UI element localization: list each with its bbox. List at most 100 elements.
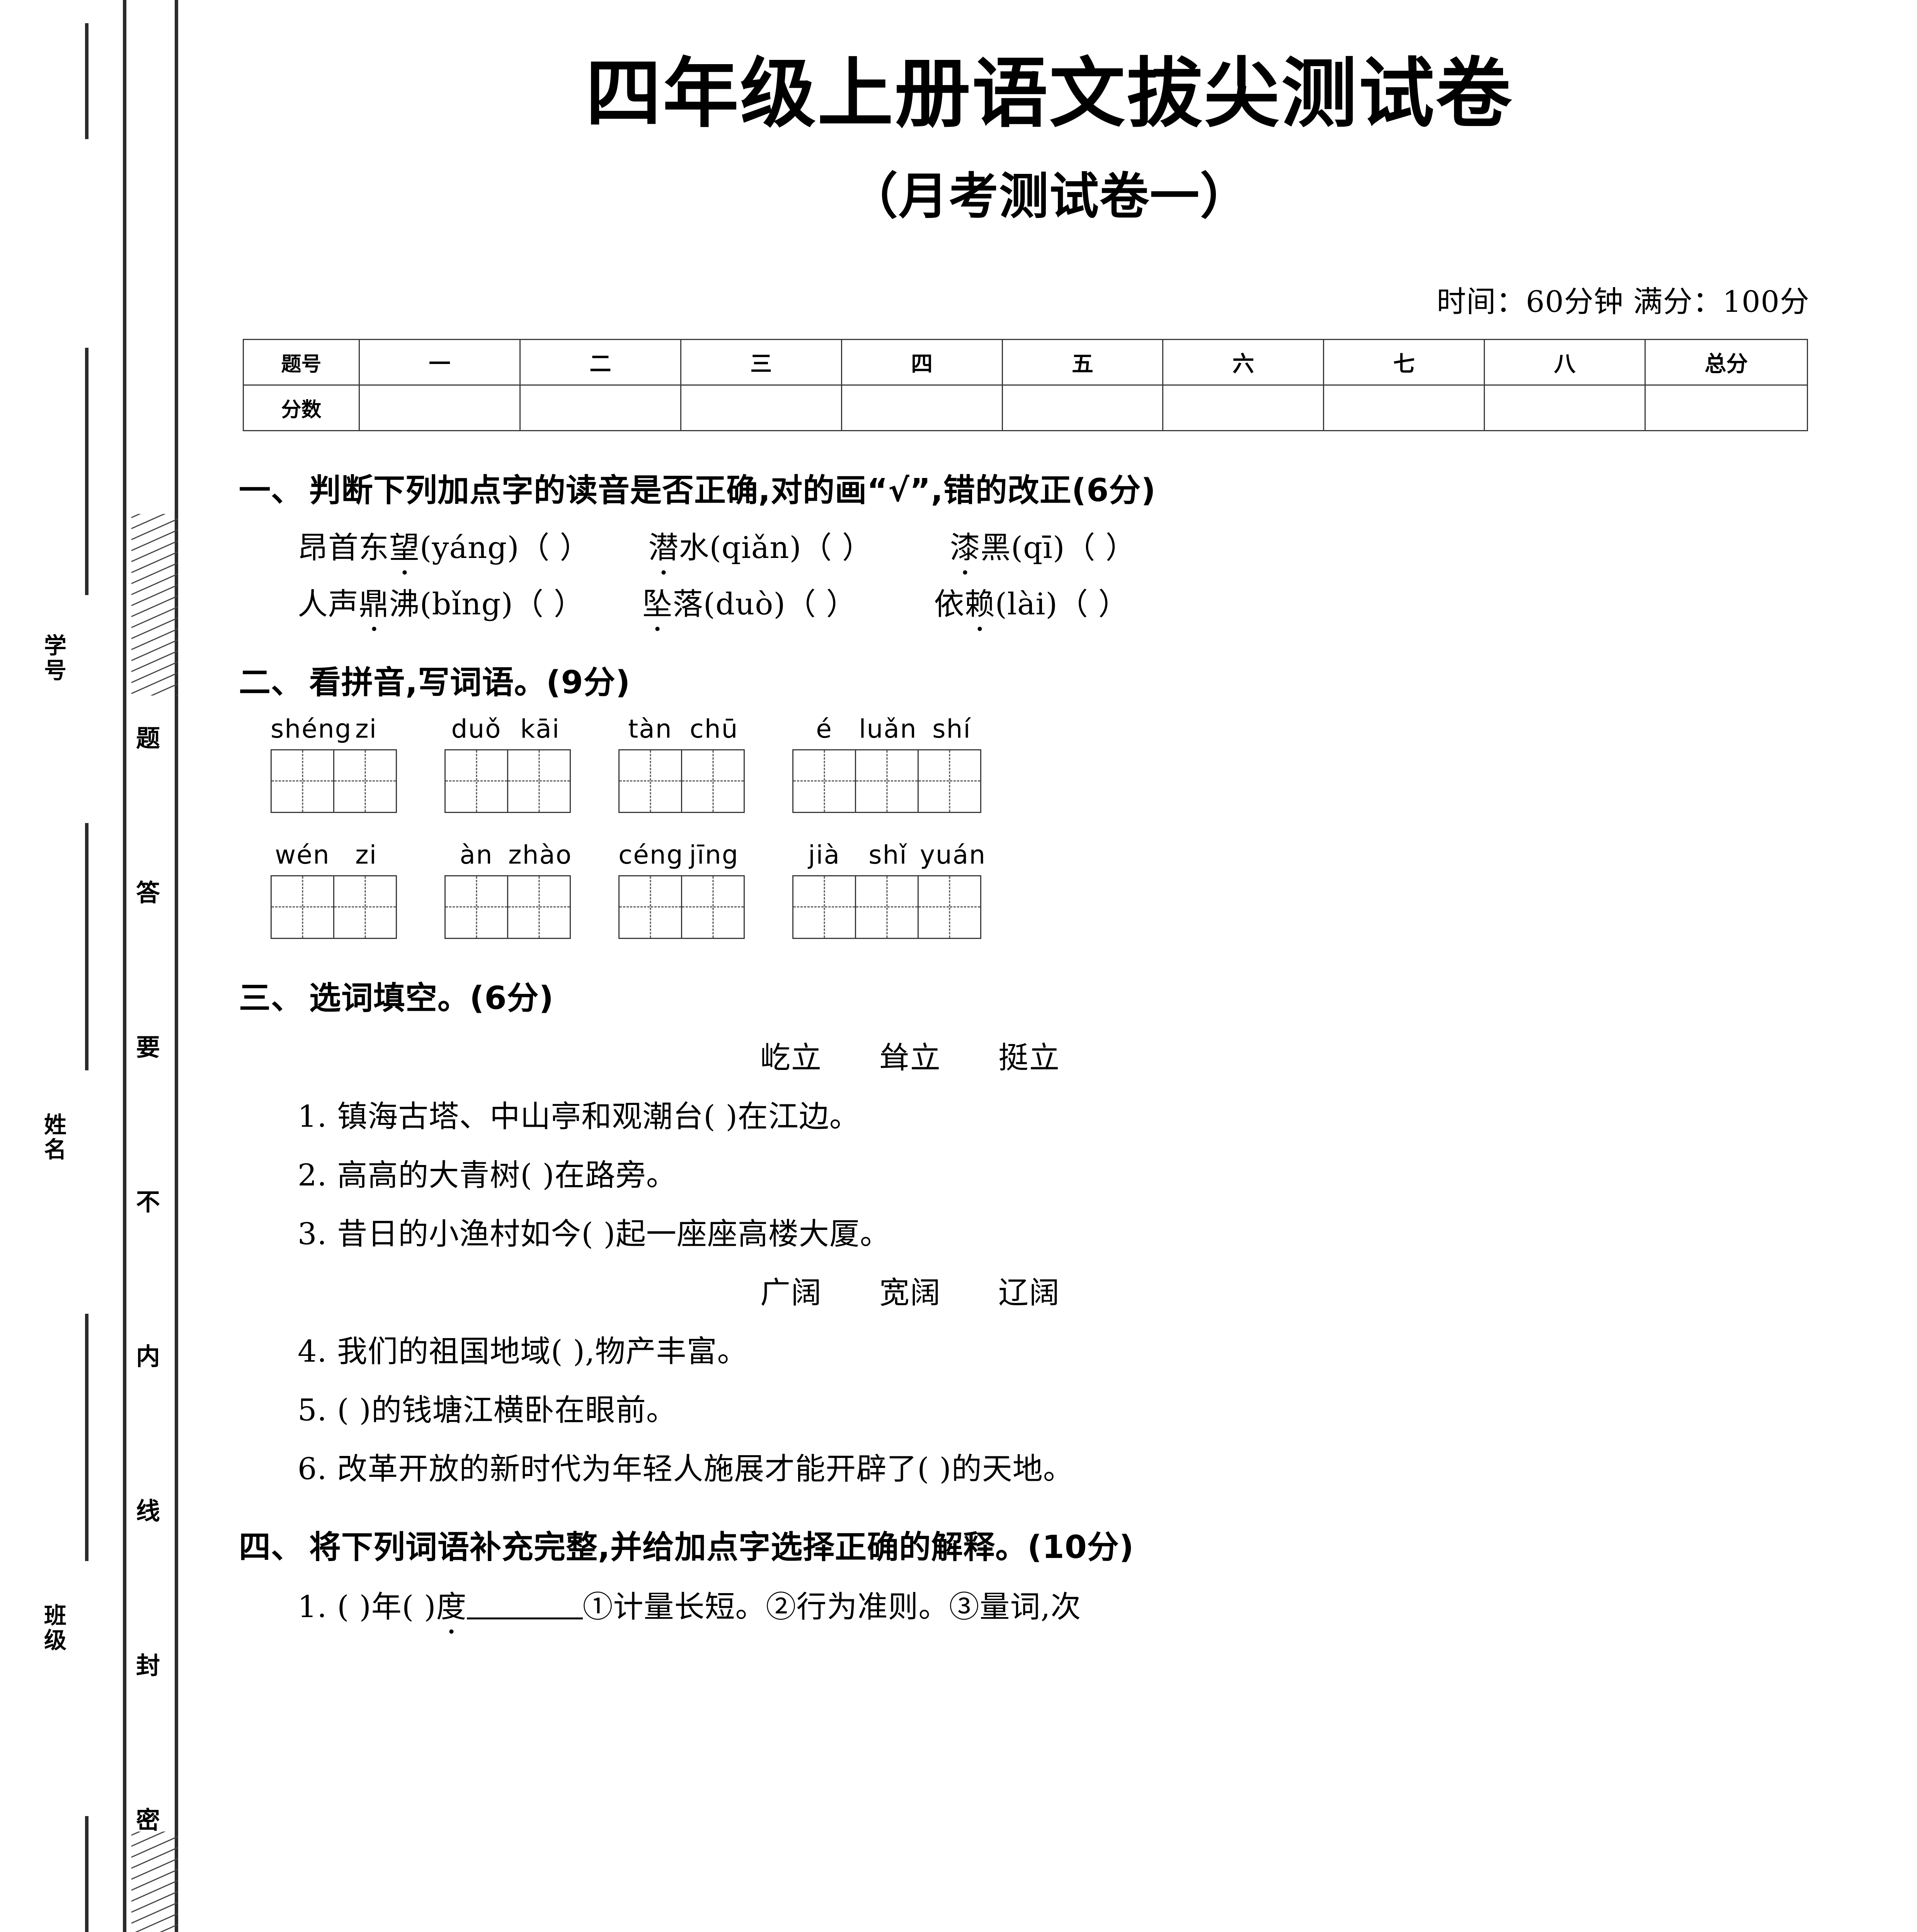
item-prefix: 1. ( )年( ) [298, 1589, 436, 1624]
page-title: 四年级上册语文拔尖测试卷 [585, 49, 1513, 138]
sidebar-rail-inner [123, 0, 126, 1932]
list-item[interactable]: 2. 高高的大青树( )在路旁。 [298, 1158, 677, 1193]
score-cell[interactable] [359, 384, 521, 431]
score-cell[interactable] [1323, 384, 1485, 431]
answer-paren[interactable]: （ ） [519, 530, 591, 565]
section-heading-3: 三、 选词填空。(6分) [239, 972, 1917, 1018]
list-item[interactable]: 5. ( )的钱塘江横卧在眼前。 [298, 1393, 677, 1428]
pinyin-label: (lài) [995, 587, 1058, 622]
answer-paren[interactable]: （ ） [1057, 587, 1129, 622]
sidebar-rail-segment [85, 823, 89, 1070]
tianzige-cell[interactable] [507, 749, 571, 813]
tianzige-cell[interactable] [681, 875, 745, 939]
pinyin-syllable: shéng [271, 714, 352, 744]
list-item[interactable]: 4. 我们的祖国地域( ),物产丰富。 [298, 1334, 748, 1369]
bank-word: 广阔 [760, 1275, 822, 1310]
section-number-2: 二、 [239, 664, 303, 701]
dotted-char: 潜 [648, 524, 679, 567]
section-heading-1: 一、 判断下列加点字的读音是否正确,对的画“√”,错的改正(6分) [239, 464, 1917, 510]
score-cell[interactable] [680, 384, 842, 431]
tianzige-cell[interactable] [855, 749, 919, 813]
tianzige-cell[interactable] [792, 875, 856, 939]
seal-char-3: 不 [136, 1188, 160, 1216]
word-pre: 依 [934, 587, 965, 622]
tianzige-cell[interactable] [444, 875, 508, 939]
pinyin-syllable: kāi [520, 714, 560, 744]
pinyin-label: (qiǎn) [709, 530, 802, 565]
answer-paren[interactable]: （ ） [513, 587, 584, 622]
exam-meta: 时间：60分钟 满分：100分 [1437, 284, 1810, 319]
dotted-char: 赖 [965, 580, 995, 623]
score-cell[interactable] [519, 384, 681, 431]
score-cell[interactable] [1484, 384, 1646, 431]
tianzige-grid[interactable] [271, 749, 398, 813]
tianzige-cell[interactable] [444, 749, 508, 813]
section-title-1: 判断下列加点字的读音是否正确,对的画“√”,错的改正(6分) [309, 472, 1156, 509]
sidebar-rail-segment [85, 1816, 89, 1932]
tianzige-grid[interactable] [618, 875, 746, 939]
list-item[interactable]: 6. 改革开放的新时代为年轻人施展才能开辟了( )的天地。 [298, 1451, 1074, 1486]
tianzige-grid[interactable] [271, 875, 398, 939]
tianzige-grid[interactable] [444, 749, 572, 813]
pinyin-labels: jià shǐ yuán [792, 840, 985, 870]
pinyin-labels: tàn chū [618, 714, 746, 744]
tianzige-cell[interactable] [507, 875, 571, 939]
tianzige-cell[interactable] [333, 749, 397, 813]
tianzige-cell[interactable] [618, 875, 682, 939]
tianzige-grid[interactable] [444, 875, 572, 939]
score-cell[interactable] [1162, 384, 1325, 431]
section-heading-4: 四、 将下列词语补充完整,并给加点字选择正确的解释。(10分) [239, 1521, 1917, 1567]
word-post: 落 [672, 587, 703, 622]
section-title-2: 看拼音,写词语。(9分) [309, 664, 631, 701]
answer-blank[interactable] [466, 1617, 583, 1619]
pinyin-labels: àn zhào [444, 840, 572, 870]
section-number-3: 三、 [239, 980, 303, 1017]
list-item[interactable]: 3. 昔日的小渔村如今( )起一座座高楼大厦。 [298, 1216, 890, 1252]
pinyin-labels: wén zi [271, 840, 398, 870]
list-item[interactable]: 1. 镇海古塔、中山亭和观潮台( )在江边。 [298, 1099, 860, 1134]
bank-word: 挺立 [998, 1040, 1061, 1075]
tianzige-cell[interactable] [918, 875, 981, 939]
tianzige-cell[interactable] [792, 749, 856, 813]
pinyin-group: wén zi [271, 840, 398, 939]
tianzige-cell[interactable] [271, 875, 334, 939]
tianzige-cell[interactable] [333, 875, 397, 939]
section4-item-1[interactable]: 1. ( )年( )度 ①计量长短。②行为准则。③量词,次 [298, 1583, 1917, 1626]
pinyin-syllable: zi [355, 714, 377, 744]
pinyin-group: duǒ kāi [444, 714, 572, 813]
pinyin-syllable: é [816, 714, 833, 744]
bank-word: 辽阔 [998, 1275, 1061, 1310]
dotted-char: 鼎 [359, 580, 389, 623]
pinyin-syllable: àn [460, 840, 493, 870]
pinyin-syllable: shí [932, 714, 971, 744]
tianzige-grid[interactable] [792, 749, 984, 813]
pinyin-group: jià shǐ yuán [792, 840, 985, 939]
dotted-char: 度 [436, 1583, 467, 1626]
tianzige-cell[interactable] [618, 749, 682, 813]
answer-paren[interactable]: （ ） [785, 587, 857, 622]
pinyin-syllable: zi [355, 840, 377, 870]
word-post: 黑 [980, 530, 1011, 565]
dotted-char: 漆 [950, 524, 981, 567]
section-title-4: 将下列词语补充完整,并给加点字选择正确的解释。(10分) [309, 1529, 1134, 1566]
sidebar-field-班级: 班级 [40, 1604, 66, 1653]
tianzige-cell[interactable] [855, 875, 919, 939]
score-row-label: 题号 [243, 338, 360, 386]
tianzige-cell[interactable] [681, 749, 745, 813]
tianzige-grid[interactable] [792, 875, 984, 939]
pinyin-group: àn zhào [444, 840, 572, 939]
tianzige-cell[interactable] [918, 749, 981, 813]
score-cell[interactable] [1001, 384, 1164, 431]
bank-word: 宽阔 [879, 1275, 941, 1310]
section1-row-2: 人声鼎沸(bǐng)（ ）坠落(duò)（ ）依赖(lài)（ ） [298, 580, 1917, 623]
pinyin-label: (qī) [1011, 530, 1065, 565]
tianzige-cell[interactable] [271, 749, 334, 813]
pinyin-labels: céng jīng [618, 840, 746, 870]
pinyin-labels: shéng zi [271, 714, 398, 744]
answer-paren[interactable]: （ ） [801, 530, 873, 565]
score-cell[interactable] [841, 384, 1003, 431]
tianzige-grid[interactable] [618, 749, 746, 813]
answer-paren[interactable]: （ ） [1065, 530, 1136, 565]
bank-word: 耸立 [879, 1040, 941, 1075]
score-cell-total[interactable] [1645, 384, 1808, 431]
